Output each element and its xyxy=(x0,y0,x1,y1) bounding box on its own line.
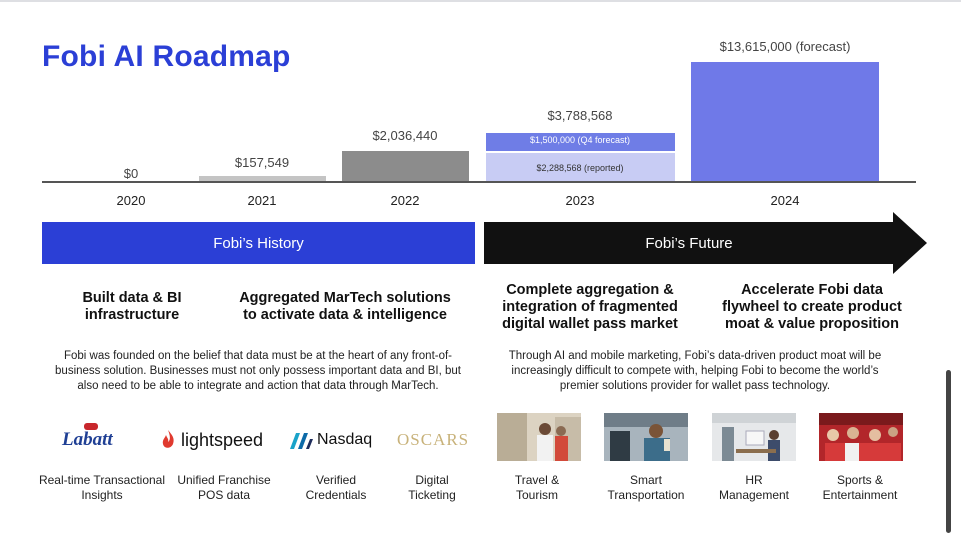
heading-martech: Aggregated MarTech solutions to activate… xyxy=(239,290,451,323)
lightspeed-wordmark: lightspeed xyxy=(181,429,264,450)
tick-label-2021: 2021 xyxy=(248,193,277,208)
tick-label-2022: 2022 xyxy=(391,193,420,208)
value-label-2023: $3,788,568 xyxy=(547,108,612,123)
labatt-ribbon-icon xyxy=(84,423,98,430)
bar-2023-q4-forecast xyxy=(486,133,675,151)
nasdaq-mark-icon xyxy=(290,433,313,449)
revenue-bar-chart: $0 $157,549 $2,036,440 $3,788,568 $13,615,00… xyxy=(42,39,916,208)
travel-tourism-photo xyxy=(497,413,581,461)
history-label: Fobi’s History xyxy=(213,234,304,252)
caption-hr-management: HR Management xyxy=(718,473,790,502)
future-arrowhead xyxy=(893,212,927,274)
tick-label-2024: 2024 xyxy=(771,193,800,208)
bar-2021 xyxy=(199,176,326,182)
lightspeed-logo: lightspeed xyxy=(160,426,263,454)
caption-travel-tourism: Travel & Tourism xyxy=(514,473,560,502)
caption-sports-entertainment: Sports & Entertainment xyxy=(822,473,898,502)
value-label-2022: $2,036,440 xyxy=(372,128,437,143)
hr-management-photo xyxy=(712,413,796,461)
value-label-2020: $0 xyxy=(124,166,138,181)
heading-aggregation: Complete aggregation & integration of fr… xyxy=(502,282,678,332)
history-banner: Fobi’s History xyxy=(42,222,475,264)
value-label-2024: $13,615,000 (forecast) xyxy=(720,39,851,54)
labatt-logo: Labatt xyxy=(62,423,113,456)
heading-data-bi: Built data & BI infrastructure xyxy=(82,290,182,323)
oscars-wordmark: OSCARS xyxy=(397,430,470,449)
caption-franchise-pos: Unified Franchise POS data xyxy=(177,473,271,502)
caption-digital-ticketing: Digital Ticketing xyxy=(408,473,456,502)
flame-icon xyxy=(162,430,174,448)
caption-transactional-insights: Real-time Transactional Insights xyxy=(38,473,166,502)
bar-2024 xyxy=(691,62,879,182)
slide-title: Fobi AI Roadmap xyxy=(42,40,291,73)
tick-label-2023: 2023 xyxy=(566,193,595,208)
value-label-2021: $157,549 xyxy=(235,155,289,170)
future-label: Fobi’s Future xyxy=(645,234,733,252)
oscars-logo: OSCARS xyxy=(397,428,469,452)
smart-transportation-photo xyxy=(604,413,688,461)
caption-verified-credentials: Verified Credentials xyxy=(305,473,367,502)
future-description: Through AI and mobile marketing, Fobi’s … xyxy=(508,350,882,392)
caption-smart-transportation: Smart Transportation xyxy=(607,473,685,502)
segment-label-q4-forecast: $1,500,000 (Q4 forecast) xyxy=(530,135,630,145)
future-banner: Fobi’s Future xyxy=(484,222,894,264)
nasdaq-logo: Nasdaq xyxy=(288,426,372,454)
vertical-scrollbar[interactable] xyxy=(946,370,951,533)
sports-entertainment-photo xyxy=(819,413,903,461)
nasdaq-wordmark: Nasdaq xyxy=(317,431,373,448)
history-description: Fobi was founded on the belief that data… xyxy=(55,350,461,392)
labatt-wordmark: Labatt xyxy=(62,429,113,450)
segment-label-reported: $2,288,568 (reported) xyxy=(536,163,623,173)
bar-2023-reported xyxy=(486,153,675,182)
heading-flywheel: Accelerate Fobi data flywheel to create … xyxy=(722,282,902,332)
bar-2022 xyxy=(342,151,469,182)
top-divider xyxy=(0,0,961,2)
tick-label-2020: 2020 xyxy=(117,193,146,208)
